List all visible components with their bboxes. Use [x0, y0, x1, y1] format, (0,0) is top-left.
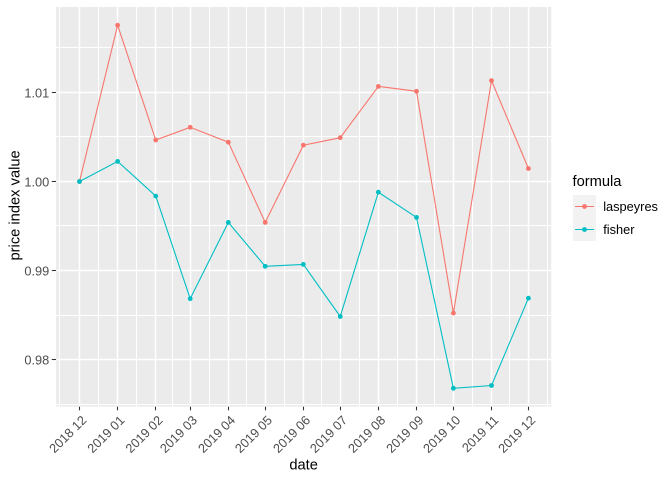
svg-text:formula: formula [573, 174, 623, 190]
svg-text:0.99: 0.99 [24, 264, 49, 279]
svg-text:date: date [289, 458, 318, 474]
svg-text:price index value: price index value [8, 150, 24, 260]
svg-text:1.00: 1.00 [24, 175, 49, 190]
svg-text:1.01: 1.01 [24, 86, 49, 101]
svg-text:0.98: 0.98 [24, 353, 49, 368]
svg-text:fisher: fisher [603, 222, 635, 237]
svg-text:laspeyres: laspeyres [603, 199, 658, 214]
